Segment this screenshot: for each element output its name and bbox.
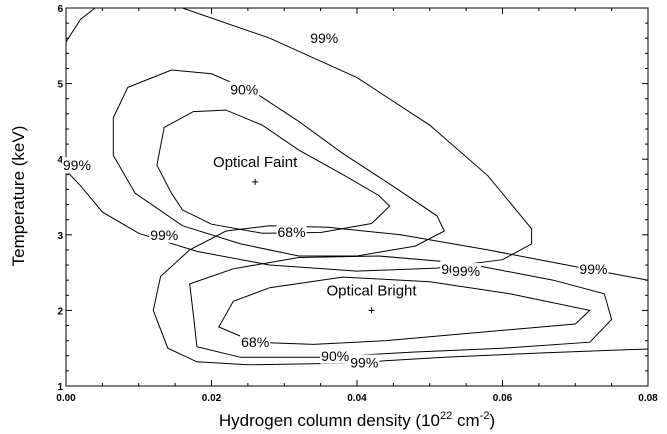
y-tick-label: 1 [57,382,63,393]
x-tick-label: 0.02 [202,393,222,404]
contour-label-99pct: 99% [310,30,338,46]
y-tick-label: 6 [57,4,63,15]
contour-label-90pct: 90% [230,82,258,98]
x-tick-label: 0.04 [347,393,367,404]
x-tick-label: 0.08 [638,393,658,404]
contour-label-99pct: 99% [350,355,378,371]
contour-label-background [149,226,180,243]
contour-label-90pct: 90% [321,348,349,364]
contour-label-background [578,260,609,277]
y-axis-title: Temperature (keV) [9,126,28,267]
contour-label-99pct: 99% [579,261,607,277]
contour-faint-68pct [156,109,391,234]
best-fit-markers: Optical Faint Optical Bright [213,154,417,314]
plot-frame [65,7,649,387]
contour-label-68pct: 68% [241,334,269,350]
contour-label-99pct: 99% [452,263,480,279]
contour-label-background [349,354,380,371]
x-tick-label: 0.00 [56,393,76,404]
x-tick-label: 0.06 [493,393,513,404]
contour-label-background [276,223,307,240]
best-fit-label: Optical Faint [213,154,298,171]
y-tick-label: 3 [57,231,63,242]
contour-label-background [61,157,92,174]
contour-label-background [229,81,260,98]
contour-label-background [309,30,340,47]
contour-lines [65,7,649,366]
y-tick-label: 4 [57,155,63,166]
contour-level-labels: 68%90%99%99%68%90%90%99%99%99%99% [61,30,609,371]
contour-bright-90pct [189,255,613,358]
contour-faint-99pct [65,7,96,43]
contour-label-background [320,347,351,364]
contour-label-99pct: 99% [150,227,178,243]
contour-label-99pct: 99% [63,157,91,173]
best-fit-label: Optical Bright [327,282,418,299]
contour-label-background [451,263,482,280]
axis-ticks: 0.00 0.02 0.04 0.06 0.08 1 2 3 4 5 6 [56,4,658,404]
contour-label-background [240,334,271,351]
y-tick-label: 5 [57,80,63,91]
x-axis-title: Hydrogen column density (1022 cm-2) [219,410,495,430]
y-tick-label: 2 [57,306,63,317]
contour-label-68pct: 68% [278,224,306,240]
